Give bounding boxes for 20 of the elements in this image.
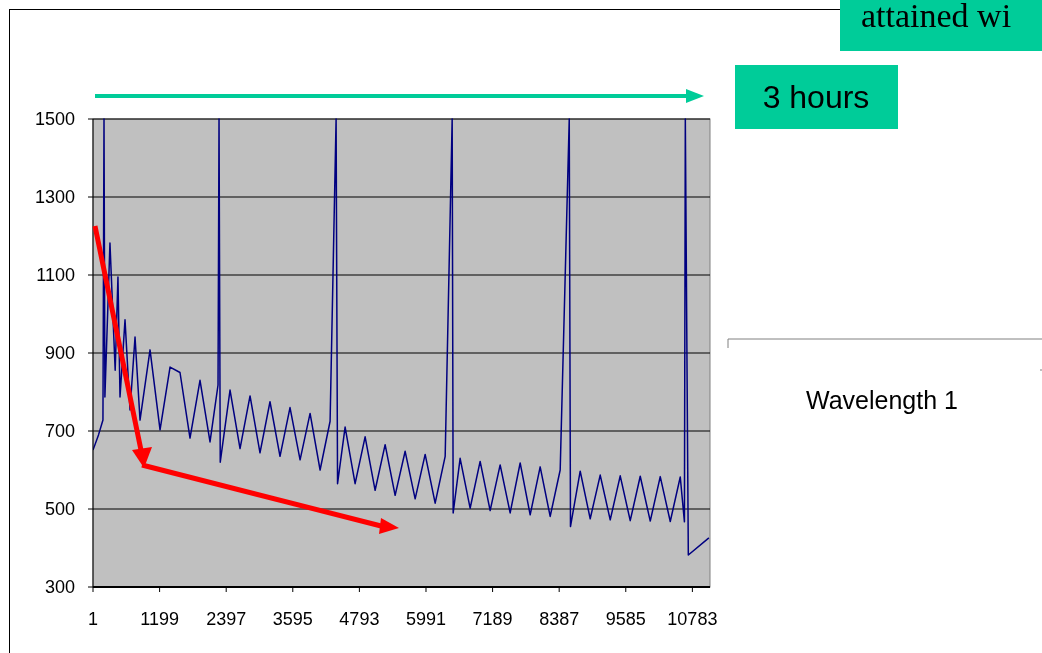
x-tick-label: 1 [87,609,99,629]
text: attained wi [861,0,1012,34]
x-tick-label: 2397 [206,609,247,629]
y-tick-label: 300 [44,577,75,598]
x-tick-label: 9585 [605,609,646,629]
y-tick-label: 1300 [34,187,75,208]
text: Wavelength 1 [806,385,958,414]
x-tick-label: 5991 [405,609,447,629]
x-tick-label: 3595 [272,609,313,629]
y-tick-label: 1500 [34,109,75,130]
x-tick-label: 10783 [667,609,718,629]
y-tick-label: 1100 [36,265,75,286]
text: 3 hours [762,79,870,116]
x-tick-label: 1199 [140,609,179,629]
x-tick-label: 7189 [472,609,513,629]
x-tick-label: 8387 [539,609,580,629]
y-tick-label: 900 [44,343,75,364]
y-tick-label: 500 [44,499,75,520]
y-tick-label: 700 [44,421,75,442]
x-tick-label: 4793 [339,609,380,629]
